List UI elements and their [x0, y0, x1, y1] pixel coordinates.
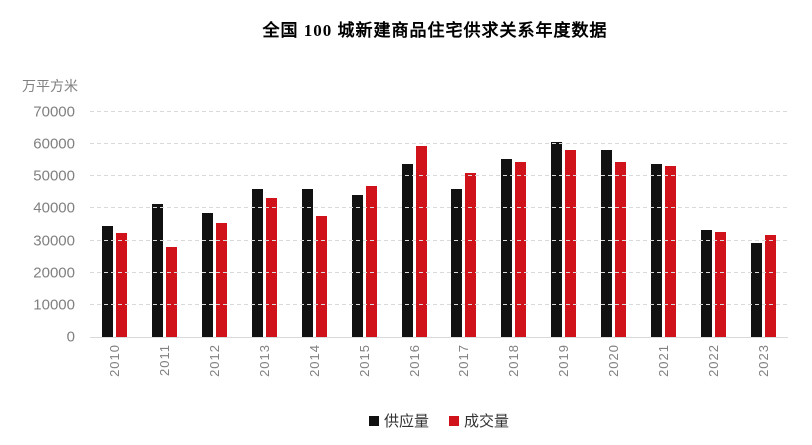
bar-供应量-2015: [351, 194, 363, 337]
x-tick-label-2010: 2010: [107, 344, 123, 377]
bar-供应量-2013: [252, 188, 263, 337]
x-tick-2012: 2012: [190, 344, 240, 396]
bar-group-2018: [489, 112, 539, 337]
bar-group-2014: [289, 112, 339, 337]
bar-group-2013: [240, 112, 290, 337]
bar-group-2015: [339, 112, 389, 337]
x-tick-2019: 2019: [539, 344, 589, 396]
bar-成交量-2021: [664, 165, 676, 337]
y-axis-unit-label: 万平方米: [22, 78, 78, 94]
y-tick-label-20000: 20000: [33, 264, 75, 282]
gridline-70000: [90, 111, 788, 112]
bar-group-2010: [90, 112, 140, 337]
x-tick-2016: 2016: [389, 344, 439, 396]
bar-供应量-2014: [301, 188, 313, 337]
x-tick-label-2022: 2022: [705, 344, 721, 377]
x-tick-2013: 2013: [240, 344, 290, 396]
bar-group-2011: [140, 112, 190, 337]
legend-swatch-供应量: [368, 415, 379, 426]
bar-供应量-2016: [401, 164, 413, 337]
bar-成交量-2018: [515, 162, 527, 337]
bar-group-2020: [589, 112, 639, 337]
y-tick-label-60000: 60000: [33, 135, 75, 153]
gridline-30000: [90, 239, 788, 241]
legend-item-供应量: 供应量: [368, 410, 429, 431]
x-tick-label-2018: 2018: [506, 344, 522, 377]
gridline-60000: [90, 143, 788, 145]
plot-area: [90, 111, 788, 338]
legend-item-成交量: 成交量: [449, 410, 509, 431]
x-tick-label-2017: 2017: [456, 344, 472, 377]
y-tick-label-10000: 10000: [33, 296, 75, 314]
bar-成交量-2014: [315, 216, 327, 337]
bar-group-2012: [190, 112, 240, 337]
gridline-10000: [90, 303, 788, 305]
x-tick-label-2023: 2023: [755, 344, 771, 377]
bar-成交量-2013: [266, 198, 277, 337]
bar-供应量-2010: [102, 226, 114, 337]
gridline-50000: [90, 175, 788, 177]
bar-供应量-2017: [451, 189, 463, 337]
bar-供应量-2022: [700, 229, 712, 337]
x-tick-label-2011: 2011: [157, 344, 173, 376]
x-tick-label-2016: 2016: [406, 344, 422, 377]
x-tick-label-2021: 2021: [655, 344, 671, 377]
y-tick-label-0: 0: [66, 328, 75, 346]
x-tick-2021: 2021: [638, 344, 688, 396]
y-tick-label-70000: 70000: [33, 103, 75, 121]
x-tick-2014: 2014: [289, 344, 339, 396]
x-tick-2015: 2015: [339, 344, 389, 396]
x-tick-label-2015: 2015: [356, 344, 372, 377]
bar-供应量-2020: [601, 149, 613, 337]
x-axis-tick-labels: 2010 2011 2012 2013 2014 2015 2016 2017 2018 2019…: [90, 344, 788, 396]
legend-label-成交量: 成交量: [464, 413, 510, 430]
y-axis-tick-labels: 0 10000 20000 30000 40000 50000 60000 70000: [0, 104, 75, 346]
legend-swatch-成交量: [449, 415, 459, 426]
x-tick-2011: 2011: [140, 344, 190, 396]
bar-成交量-2016: [415, 146, 427, 337]
bar-group-2016: [389, 112, 439, 337]
bar-group-2017: [439, 112, 489, 337]
bar-成交量-2017: [465, 172, 477, 337]
bar-成交量-2015: [365, 186, 377, 337]
x-tick-label-2020: 2020: [606, 344, 622, 377]
chart-title: 全国 100 城新建商品住宅供求关系年度数据: [262, 21, 608, 40]
y-tick-label-50000: 50000: [33, 167, 75, 185]
bar-成交量-2023: [764, 235, 776, 337]
x-tick-label-2013: 2013: [257, 344, 272, 377]
bar-成交量-2022: [714, 232, 726, 337]
x-tick-label-2014: 2014: [306, 344, 322, 377]
x-tick-label-2012: 2012: [207, 344, 223, 377]
x-tick-2010: 2010: [90, 344, 140, 396]
bar-供应量-2023: [750, 243, 762, 337]
x-tick-2018: 2018: [489, 344, 539, 396]
bar-供应量-2012: [202, 212, 214, 337]
gridline-20000: [90, 271, 788, 273]
bar-group-2021: [638, 112, 688, 337]
x-tick-2022: 2022: [688, 344, 738, 396]
bar-group-2023: [738, 112, 788, 337]
bar-group-2022: [688, 112, 738, 337]
bar-成交量-2012: [216, 222, 228, 337]
bar-成交量-2020: [615, 161, 627, 337]
legend-label-供应量: 供应量: [383, 413, 429, 430]
x-tick-2023: 2023: [738, 344, 788, 396]
gridline-40000: [90, 207, 788, 209]
bar-成交量-2019: [565, 149, 577, 337]
y-tick-label-40000: 40000: [33, 199, 75, 217]
bar-供应量-2011: [152, 203, 164, 337]
y-tick-label-30000: 30000: [33, 232, 75, 250]
bar-供应量-2021: [650, 163, 662, 337]
bar-供应量-2018: [501, 159, 513, 337]
chart-legend: 供应量 成交量: [90, 410, 788, 431]
bar-成交量-2011: [166, 246, 178, 337]
x-tick-2020: 2020: [589, 344, 639, 396]
x-tick-2017: 2017: [439, 344, 489, 396]
x-tick-label-2019: 2019: [556, 344, 572, 377]
bar-成交量-2010: [116, 233, 128, 337]
